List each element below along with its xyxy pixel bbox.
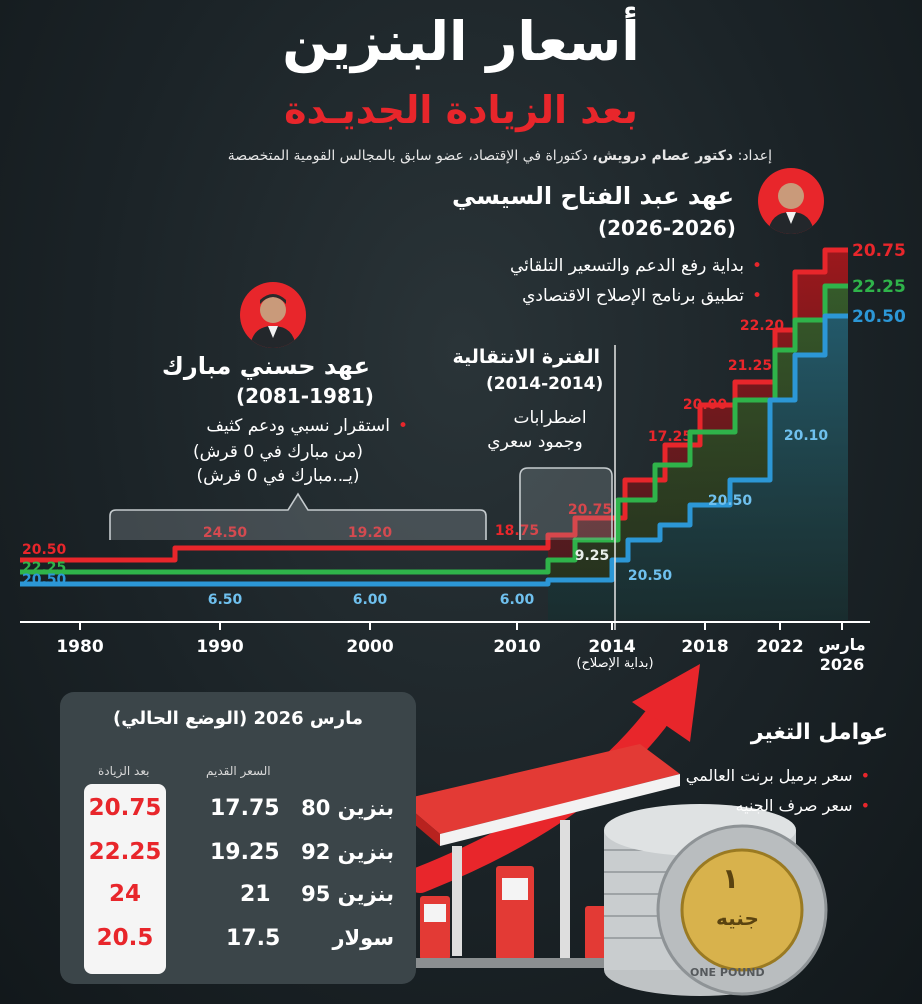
data-label: 17.25 (648, 429, 692, 445)
new-price: 22.25 (88, 839, 162, 865)
coin-word: جنيه (716, 906, 759, 930)
bullet-dot-icon: • (860, 796, 870, 815)
sisi-bullet-1: •بداية رفع الدعم والتسعير التلقائي (510, 256, 762, 276)
current-prices-title: مارس 2026 (الوضع الحالي) (112, 708, 363, 729)
chart-area-fills (548, 250, 848, 620)
credit-author: دكتور عصام درويش، (592, 148, 734, 164)
mubarak-era-years: (2081-1981) (236, 384, 374, 408)
mubarak-note-2: (يـ..مبارك في 0 قرش) (196, 466, 360, 486)
new-price: 24 (108, 881, 141, 907)
transition-note-2: وجمود سعري (487, 432, 583, 452)
person-icon (250, 294, 296, 348)
bullet-dot-icon: • (860, 766, 870, 785)
data-label: 6.00 (500, 592, 535, 608)
x-tick-label: 2022 (756, 637, 803, 657)
data-label: 20.50 (708, 493, 753, 509)
data-label: 18.75 (495, 523, 539, 539)
transition-bracket (519, 467, 613, 540)
sisi-bullet-2: •تطبيق برنامج الإصلاح الاقتصادي (522, 286, 762, 306)
old-price: 17.75 (210, 796, 280, 821)
data-label: 20.00 (683, 397, 728, 413)
series-line (20, 283, 848, 575)
x-tick-label: 2000 (346, 637, 393, 657)
factor-item: •سعر صرف الجنيه (735, 796, 870, 815)
mubarak-note-1: (من مبارك في 0 قرش) (193, 442, 363, 462)
x-tick-label: 1990 (196, 637, 243, 657)
x-axis-note: (بداية الإصلاح) (576, 656, 654, 671)
mubarak-bracket (109, 492, 487, 540)
transition-note-1: اضطرابات (513, 408, 587, 428)
credit-prefix: إعداد: (737, 148, 772, 164)
coin-numeral: ١ (722, 862, 740, 895)
x-tick-label: 2010 (493, 637, 540, 657)
series-end-label: 22.25 (852, 277, 906, 297)
new-price: 20.5 (96, 925, 154, 951)
old-price: 17.5 (226, 926, 281, 951)
new-price-column (84, 784, 166, 974)
credit-line: إعداد: دكتور عصام درويش، دكتوراة في الإق… (228, 148, 772, 164)
coin-text: ONE POUND (690, 966, 765, 979)
data-label: 24.50 (203, 525, 248, 541)
series-start-label: 20.50 (22, 572, 67, 588)
fuel-name: بنزين 95 (301, 882, 394, 906)
data-label: 21.25 (728, 358, 772, 374)
sisi-era-years: (2026-2026) (598, 216, 736, 240)
factor-item: •سعر برميل برنت العالمي (685, 766, 870, 785)
column-header-old: السعر القديم (206, 764, 271, 778)
bullet-dot-icon: • (397, 416, 408, 436)
data-label: 20.75 (568, 502, 612, 518)
series-start-label: 22.25 (22, 560, 66, 576)
coin-stack-illustration (604, 804, 828, 996)
data-label: 6.00 (353, 592, 388, 608)
chart-series-lines: 20.50 20.75 24.50 19.20 18.75 20.75 17.25 20.00… (20, 241, 906, 608)
data-label: 19.20 (348, 525, 393, 541)
series-line (20, 313, 848, 587)
fuel-name: بنزين 92 (301, 840, 394, 864)
data-label: 9.25 (575, 548, 610, 564)
x-tick-label: 2018 (681, 637, 728, 657)
old-price: 19.25 (210, 840, 280, 865)
old-price: 21 (240, 882, 271, 907)
mubarak-era-title: عهد حسني مبارك (161, 352, 370, 380)
series-start-label: 20.50 (22, 542, 67, 558)
x-tick-label: 2014 (588, 637, 635, 657)
fuel-name: بنزين 80 (301, 796, 394, 820)
gas-station-illustration (380, 744, 680, 968)
credit-details: دكتوراة في الإقتصاد، عضو سابق بالمجالس ا… (227, 148, 588, 164)
transition-era-years: (2014-2014) (486, 374, 604, 394)
x-tick-label: 2026 (820, 655, 865, 674)
factors-title: عوامل التغير (750, 720, 888, 745)
transition-era-title: الفترة الانتقالية (452, 346, 600, 368)
series-end-label: 20.50 (852, 307, 906, 327)
new-price: 20.75 (88, 795, 162, 821)
person-icon (768, 183, 814, 234)
sisi-avatar (758, 168, 824, 234)
bullet-dot-icon: • (751, 256, 762, 276)
x-tick-label: 1980 (56, 637, 103, 657)
column-header-new: بعد الزيادة (98, 764, 150, 778)
mubarak-avatar (240, 282, 306, 348)
data-label: 22.20 (740, 318, 785, 334)
series-line (20, 247, 848, 563)
data-label: 20.50 (628, 568, 673, 584)
sisi-era-title: عهد عبد الفتاح السيسي (452, 182, 734, 210)
bullet-dot-icon: • (751, 286, 762, 306)
series-area-fill (548, 316, 848, 620)
x-tick-label: مارس (818, 635, 865, 654)
data-label: 20.10 (784, 428, 829, 444)
fuel-name: سولار (332, 926, 394, 950)
page-subtitle: بعد الزيادة الجديـدة (284, 88, 638, 132)
series-end-label: 20.75 (852, 241, 906, 261)
mubarak-bullet: •استقرار نسبي ودعم كثيف (206, 416, 408, 436)
data-label: 6.50 (208, 592, 243, 608)
page-title: أسعار البنزين (282, 10, 640, 73)
